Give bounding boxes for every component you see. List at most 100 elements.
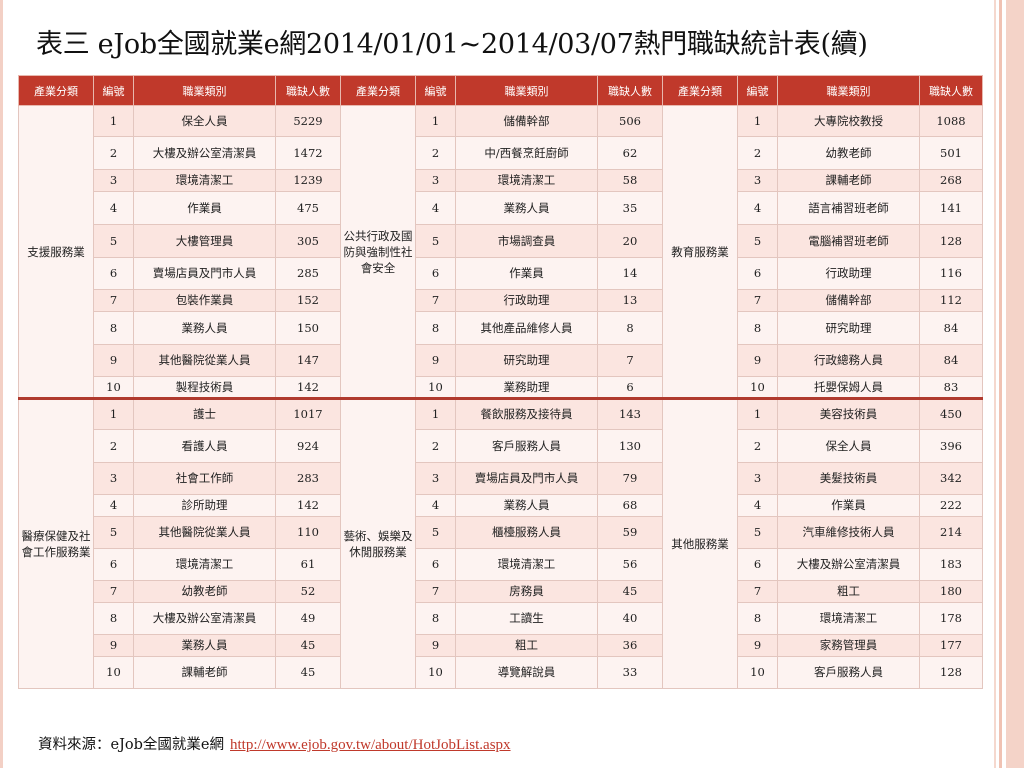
hot-jobs-table: 產業分類 編號 職業類別 職缺人數 產業分類 編號 職業類別 職缺人數 產業分類…	[18, 75, 983, 689]
table-row: 7 包裝作業員 152 7 行政助理 13 7 儲備幹部 112	[19, 289, 983, 312]
occupation: 看護人員	[133, 429, 276, 463]
header-occupation-1: 職業類別	[133, 75, 276, 106]
vacancy-count: 180	[919, 580, 983, 603]
occupation: 大樓及辦公室清潔員	[133, 602, 276, 635]
job-number: 9	[93, 634, 134, 657]
job-number: 2	[737, 136, 778, 170]
occupation: 大樓管理員	[133, 224, 276, 258]
job-number: 9	[415, 634, 456, 657]
job-number: 9	[415, 344, 456, 377]
source-link[interactable]: http://www.ejob.gov.tw/about/HotJobList.…	[230, 737, 511, 753]
header-industry-2: 產業分類	[340, 75, 416, 106]
vacancy-count: 62	[597, 136, 663, 170]
occupation: 環境清潔工	[133, 548, 276, 581]
job-number: 10	[93, 376, 134, 399]
vacancy-count: 342	[919, 462, 983, 495]
vacancy-count: 475	[275, 191, 341, 225]
vacancy-count: 147	[275, 344, 341, 377]
header-vacancies-3: 職缺人數	[919, 75, 983, 106]
occupation: 課輔老師	[777, 169, 920, 192]
job-number: 8	[93, 602, 134, 635]
occupation: 客戶服務人員	[455, 429, 598, 463]
vacancy-count: 68	[597, 494, 663, 517]
occupation: 社會工作師	[133, 462, 276, 495]
table-row: 醫療保健及社會工作服務業 1 護士 1017 藝術、娛樂及休閒服務業 1 餐飲服務及接待員 1…	[18, 397, 983, 689]
occupation: 行政總務人員	[777, 344, 920, 377]
job-number: 3	[737, 169, 778, 192]
job-number: 1	[737, 105, 778, 137]
vacancy-count: 7	[597, 344, 663, 377]
job-number: 6	[93, 257, 134, 290]
vacancy-count: 501	[919, 136, 983, 170]
header-number-2: 編號	[415, 75, 456, 106]
occupation: 儲備幹部	[455, 105, 598, 137]
header-occupation-3: 職業類別	[777, 75, 920, 106]
job-number: 5	[415, 224, 456, 258]
job-number: 9	[737, 634, 778, 657]
vacancy-count: 14	[597, 257, 663, 290]
occupation: 環境清潔工	[455, 169, 598, 192]
occupation: 環境清潔工	[455, 548, 598, 581]
vacancy-count: 61	[275, 548, 341, 581]
occupation: 製程技術員	[133, 376, 276, 399]
job-number: 1	[93, 105, 134, 137]
vacancy-count: 450	[919, 397, 983, 430]
job-number: 6	[415, 257, 456, 290]
vacancy-count: 152	[275, 289, 341, 312]
vacancy-count: 84	[919, 344, 983, 377]
vacancy-count: 268	[919, 169, 983, 192]
vacancy-count: 143	[597, 397, 663, 430]
vacancy-count: 305	[275, 224, 341, 258]
vacancy-count: 506	[597, 105, 663, 137]
table-row: 3 社會工作師 283 3 賣場店員及門市人員 79 3 美髮技術員 342	[19, 462, 983, 495]
vacancy-count: 56	[597, 548, 663, 581]
table-header-row: 產業分類 編號 職業類別 職缺人數 產業分類 編號 職業類別 職缺人數 產業分類…	[18, 75, 983, 106]
vacancy-count: 1472	[275, 136, 341, 170]
header-occupation-2: 職業類別	[455, 75, 598, 106]
occupation: 工讀生	[455, 602, 598, 635]
job-number: 3	[415, 462, 456, 495]
vacancy-count: 1239	[275, 169, 341, 192]
vacancy-count: 8	[597, 311, 663, 345]
occupation: 業務助理	[455, 376, 598, 399]
job-number: 4	[415, 191, 456, 225]
source-label: 資料來源：eJob全國就業e網	[38, 737, 224, 753]
job-number: 5	[415, 516, 456, 549]
table-row: 5 其他醫院從業人員 110 5 櫃檯服務人員 59 5 汽車維修技術人員 214	[19, 516, 983, 549]
vacancy-count: 222	[919, 494, 983, 517]
vacancy-count: 142	[275, 494, 341, 517]
occupation: 粗工	[455, 634, 598, 657]
job-number: 8	[737, 311, 778, 345]
occupation: 環境清潔工	[777, 602, 920, 635]
occupation: 大樓及辦公室清潔員	[777, 548, 920, 581]
occupation: 餐飲服務及接待員	[455, 397, 598, 430]
vacancy-count: 116	[919, 257, 983, 290]
left-edge-decoration	[0, 0, 3, 768]
occupation: 幼教老師	[777, 136, 920, 170]
vacancy-count: 112	[919, 289, 983, 312]
job-number: 2	[415, 429, 456, 463]
job-number: 5	[737, 224, 778, 258]
job-number: 8	[415, 311, 456, 345]
vacancy-count: 214	[919, 516, 983, 549]
occupation: 其他醫院從業人員	[133, 516, 276, 549]
vacancy-count: 45	[275, 656, 341, 689]
job-number: 7	[415, 580, 456, 603]
job-number: 3	[737, 462, 778, 495]
industry-category: 醫療保健及社會工作服務業	[18, 397, 94, 689]
vacancy-count: 35	[597, 191, 663, 225]
occupation: 導覽解說員	[455, 656, 598, 689]
job-number: 4	[737, 191, 778, 225]
slide-title: 表三 eJob全國就業e網2014/01/01~2014/03/07熱門職缺統計…	[36, 29, 868, 60]
job-number: 2	[415, 136, 456, 170]
job-number: 1	[415, 105, 456, 137]
job-number: 3	[415, 169, 456, 192]
vacancy-count: 141	[919, 191, 983, 225]
occupation: 客戶服務人員	[777, 656, 920, 689]
job-number: 10	[93, 656, 134, 689]
vacancy-count: 924	[275, 429, 341, 463]
vacancy-count: 183	[919, 548, 983, 581]
job-number: 10	[415, 376, 456, 399]
vacancy-count: 128	[919, 224, 983, 258]
job-number: 1	[93, 397, 134, 430]
